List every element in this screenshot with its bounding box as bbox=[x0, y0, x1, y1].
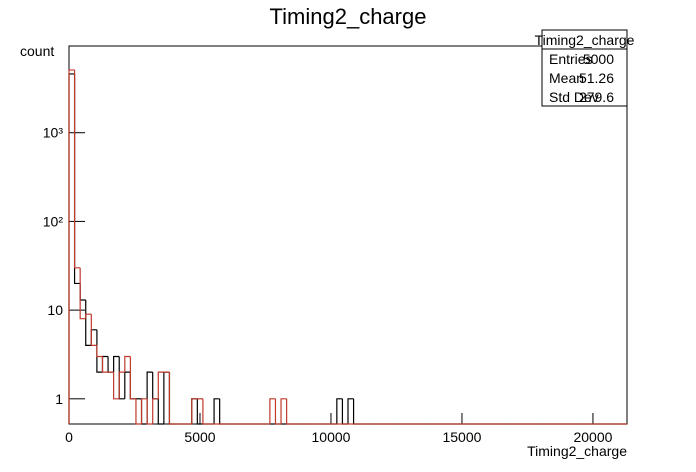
histogram-bin bbox=[146, 371, 153, 424]
histogram-bin bbox=[140, 398, 148, 424]
histogram-bin bbox=[347, 398, 354, 424]
stats-title: Timing2_charge bbox=[535, 32, 635, 48]
histogram-bin bbox=[118, 371, 125, 399]
histogram-bin bbox=[274, 398, 282, 425]
histogram-bin bbox=[113, 355, 120, 373]
histogram-bin bbox=[107, 356, 114, 373]
stats-label: Std Dev bbox=[549, 89, 599, 105]
histogram-bin bbox=[341, 398, 348, 425]
histogram-bin bbox=[79, 283, 86, 301]
histogram-bin bbox=[196, 398, 203, 425]
x-tick-label: 15000 bbox=[442, 429, 481, 445]
histogram-bin bbox=[85, 313, 92, 319]
histogram-bin bbox=[219, 398, 226, 425]
histogram-bin bbox=[157, 398, 164, 425]
histogram-bin bbox=[213, 398, 220, 424]
histogram-bin bbox=[96, 345, 103, 358]
histogram-bin bbox=[73, 69, 81, 269]
y-tick-label: 1 bbox=[55, 391, 63, 407]
histogram-bin bbox=[124, 371, 131, 399]
x-axis-label: Timing2_charge bbox=[527, 443, 627, 459]
y-tick-label: 10² bbox=[43, 213, 64, 229]
histogram-bin bbox=[286, 398, 293, 425]
histogram-bin bbox=[79, 267, 86, 320]
histogram-bin bbox=[191, 398, 198, 424]
histogram-bin bbox=[191, 398, 198, 424]
histogram-bin bbox=[96, 329, 103, 373]
histogram-bin bbox=[68, 73, 75, 424]
chart-title: Timing2_charge bbox=[270, 4, 427, 29]
stats-label: Mean bbox=[549, 70, 584, 86]
x-tick-label: 0 bbox=[65, 429, 73, 445]
histogram-bin bbox=[124, 355, 131, 373]
histogram-bin bbox=[101, 355, 109, 373]
histogram-bin bbox=[152, 398, 159, 424]
histogram-bin bbox=[68, 69, 75, 424]
histogram-bin bbox=[73, 73, 81, 285]
histogram-bin bbox=[336, 398, 343, 424]
histogram-bin bbox=[90, 329, 97, 346]
histogram-bin bbox=[90, 314, 97, 347]
histogram-bin bbox=[168, 372, 176, 425]
x-tick-label: 20000 bbox=[573, 429, 612, 445]
histogram-bin bbox=[118, 356, 125, 400]
histogram-bin bbox=[269, 398, 276, 424]
histogram-bin bbox=[280, 398, 287, 424]
histogram-bin bbox=[163, 371, 170, 424]
histogram-bin bbox=[168, 372, 176, 425]
histogram-bin bbox=[135, 398, 142, 425]
histogram-bin bbox=[85, 300, 92, 347]
stats-box bbox=[541, 29, 628, 107]
histogram-bin bbox=[129, 372, 136, 400]
histogram-bin bbox=[157, 371, 164, 399]
stats-value: 51.26 bbox=[579, 70, 614, 86]
stats-value: 279.6 bbox=[579, 89, 614, 105]
y-tick-label: 10³ bbox=[43, 125, 64, 141]
stats-label: Entries bbox=[549, 51, 593, 67]
histogram-bin bbox=[140, 398, 148, 425]
y-axis-label: count bbox=[20, 43, 54, 59]
x-tick-label: 10000 bbox=[312, 429, 351, 445]
x-tick-label: 5000 bbox=[184, 429, 215, 445]
histogram-bin bbox=[352, 398, 360, 425]
histogram-bin bbox=[101, 356, 109, 373]
histogram-bin bbox=[146, 398, 153, 425]
histogram-bin bbox=[113, 372, 120, 400]
histogram-bin bbox=[129, 356, 136, 400]
stats-value: 5000 bbox=[583, 51, 614, 67]
y-tick-label: 10 bbox=[47, 302, 63, 318]
histogram-bin bbox=[152, 372, 159, 400]
histogram-bin bbox=[202, 398, 209, 425]
